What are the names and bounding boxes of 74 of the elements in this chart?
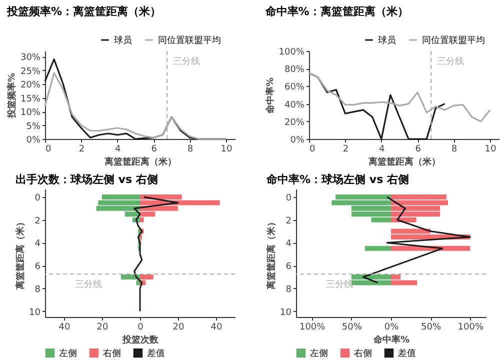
y-tick-label: 10% — [20, 108, 41, 118]
y-tick-label: 20% — [284, 118, 305, 128]
y-tick-label: 60% — [284, 82, 305, 93]
x-tick-label: 100% — [458, 322, 484, 332]
y-tick-label: 4 — [34, 239, 41, 250]
x-tick-label: 10 — [484, 144, 496, 154]
x-tick-label: 40 — [58, 322, 70, 332]
x-tick-label: 6 — [415, 144, 422, 154]
chart-title: 出手次数：球场左侧 vs 右侧 — [16, 173, 158, 186]
y-axis-title: 投篮频率% — [6, 72, 18, 120]
x-axis-title: 命中率% — [372, 334, 410, 346]
chart-title: 命中率%：离篮筐距离（米） — [264, 5, 408, 18]
y-tick-label: 10 — [29, 308, 41, 318]
x-axis-title: 离篮筐距离（米） — [368, 156, 440, 168]
y-tick-label: 30% — [20, 53, 41, 63]
x-tick-label: 40 — [210, 322, 222, 332]
bar — [364, 246, 391, 251]
y-tick-label: 40% — [284, 100, 305, 110]
x-tick-label: 4 — [379, 144, 386, 154]
ref-line-label: 三分线 — [173, 56, 200, 67]
legend-label: 右侧 — [103, 348, 121, 360]
x-tick-label: 2 — [342, 144, 349, 154]
y-tick-label: 6 — [34, 262, 41, 272]
y-tick-label: 15% — [20, 94, 41, 104]
ref-line-label: 三分线 — [326, 279, 353, 290]
x-tick-label: 20 — [172, 322, 184, 332]
x-tick-label: 0 — [46, 144, 52, 154]
y-tick-label: 8 — [286, 284, 292, 295]
legend-label: 球员 — [114, 35, 132, 46]
legend-label: 球员 — [378, 35, 396, 46]
x-axis-title: 离篮筐距离（米） — [104, 156, 176, 168]
x-tick-label: 2 — [78, 144, 85, 154]
x-tick-label: 100% — [299, 322, 326, 332]
y-tick-label: 0 — [34, 194, 41, 204]
x-tick-label: 20 — [96, 322, 108, 332]
y-tick-label: 25% — [20, 66, 41, 77]
legend-label: 同位置联盟平均 — [422, 35, 485, 46]
y-tick-label: 10 — [280, 308, 292, 318]
y-axis-title: 命中率% — [264, 77, 276, 115]
y-tick-label: 8 — [34, 284, 41, 295]
x-tick-label: 8 — [451, 144, 458, 154]
y-tick-label: 0 — [286, 194, 292, 204]
y-tick-label: 0% — [290, 136, 305, 146]
y-tick-label: 5% — [26, 122, 41, 132]
x-tick-label: 50% — [342, 322, 362, 332]
x-tick-label: 0% — [384, 322, 400, 332]
x-tick-label: 0 — [138, 322, 144, 332]
ref-line-label: 三分线 — [437, 56, 464, 67]
legend-label: 差值 — [398, 348, 416, 360]
y-tick-label: 0% — [26, 136, 41, 146]
legend-label: 左侧 — [59, 348, 77, 360]
y-tick-label: 6 — [286, 262, 292, 272]
x-tick-label: 10 — [220, 144, 232, 154]
legend-label: 左侧 — [310, 348, 328, 360]
y-tick-label: 100% — [278, 48, 305, 58]
y-axis-title: 离篮筐距离（米） — [266, 218, 278, 290]
x-tick-label: 8 — [187, 144, 194, 154]
y-tick-label: 2 — [286, 216, 292, 226]
x-axis-title: 投篮次数 — [122, 334, 160, 346]
legend-label: 同位置联盟平均 — [158, 35, 221, 46]
y-tick-label: 2 — [34, 216, 40, 226]
legend-label: 差值 — [147, 348, 165, 360]
y-tick-label: 20% — [20, 80, 41, 90]
chart-title: 投篮频率%：离篮筐距离（米） — [6, 5, 162, 18]
chart-title: 命中率%：球场左侧 vs 右侧 — [266, 173, 409, 186]
ref-line-label: 三分线 — [75, 279, 102, 290]
x-tick-label: 50% — [421, 322, 442, 332]
y-tick-label: 80% — [284, 65, 305, 76]
x-tick-label: 6 — [151, 144, 158, 154]
y-tick-label: 4 — [286, 239, 292, 250]
x-tick-label: 0 — [310, 144, 316, 154]
x-tick-label: 4 — [115, 144, 122, 154]
legend-label: 右侧 — [354, 348, 372, 360]
y-axis-title: 离篮筐距离（米） — [15, 218, 26, 290]
